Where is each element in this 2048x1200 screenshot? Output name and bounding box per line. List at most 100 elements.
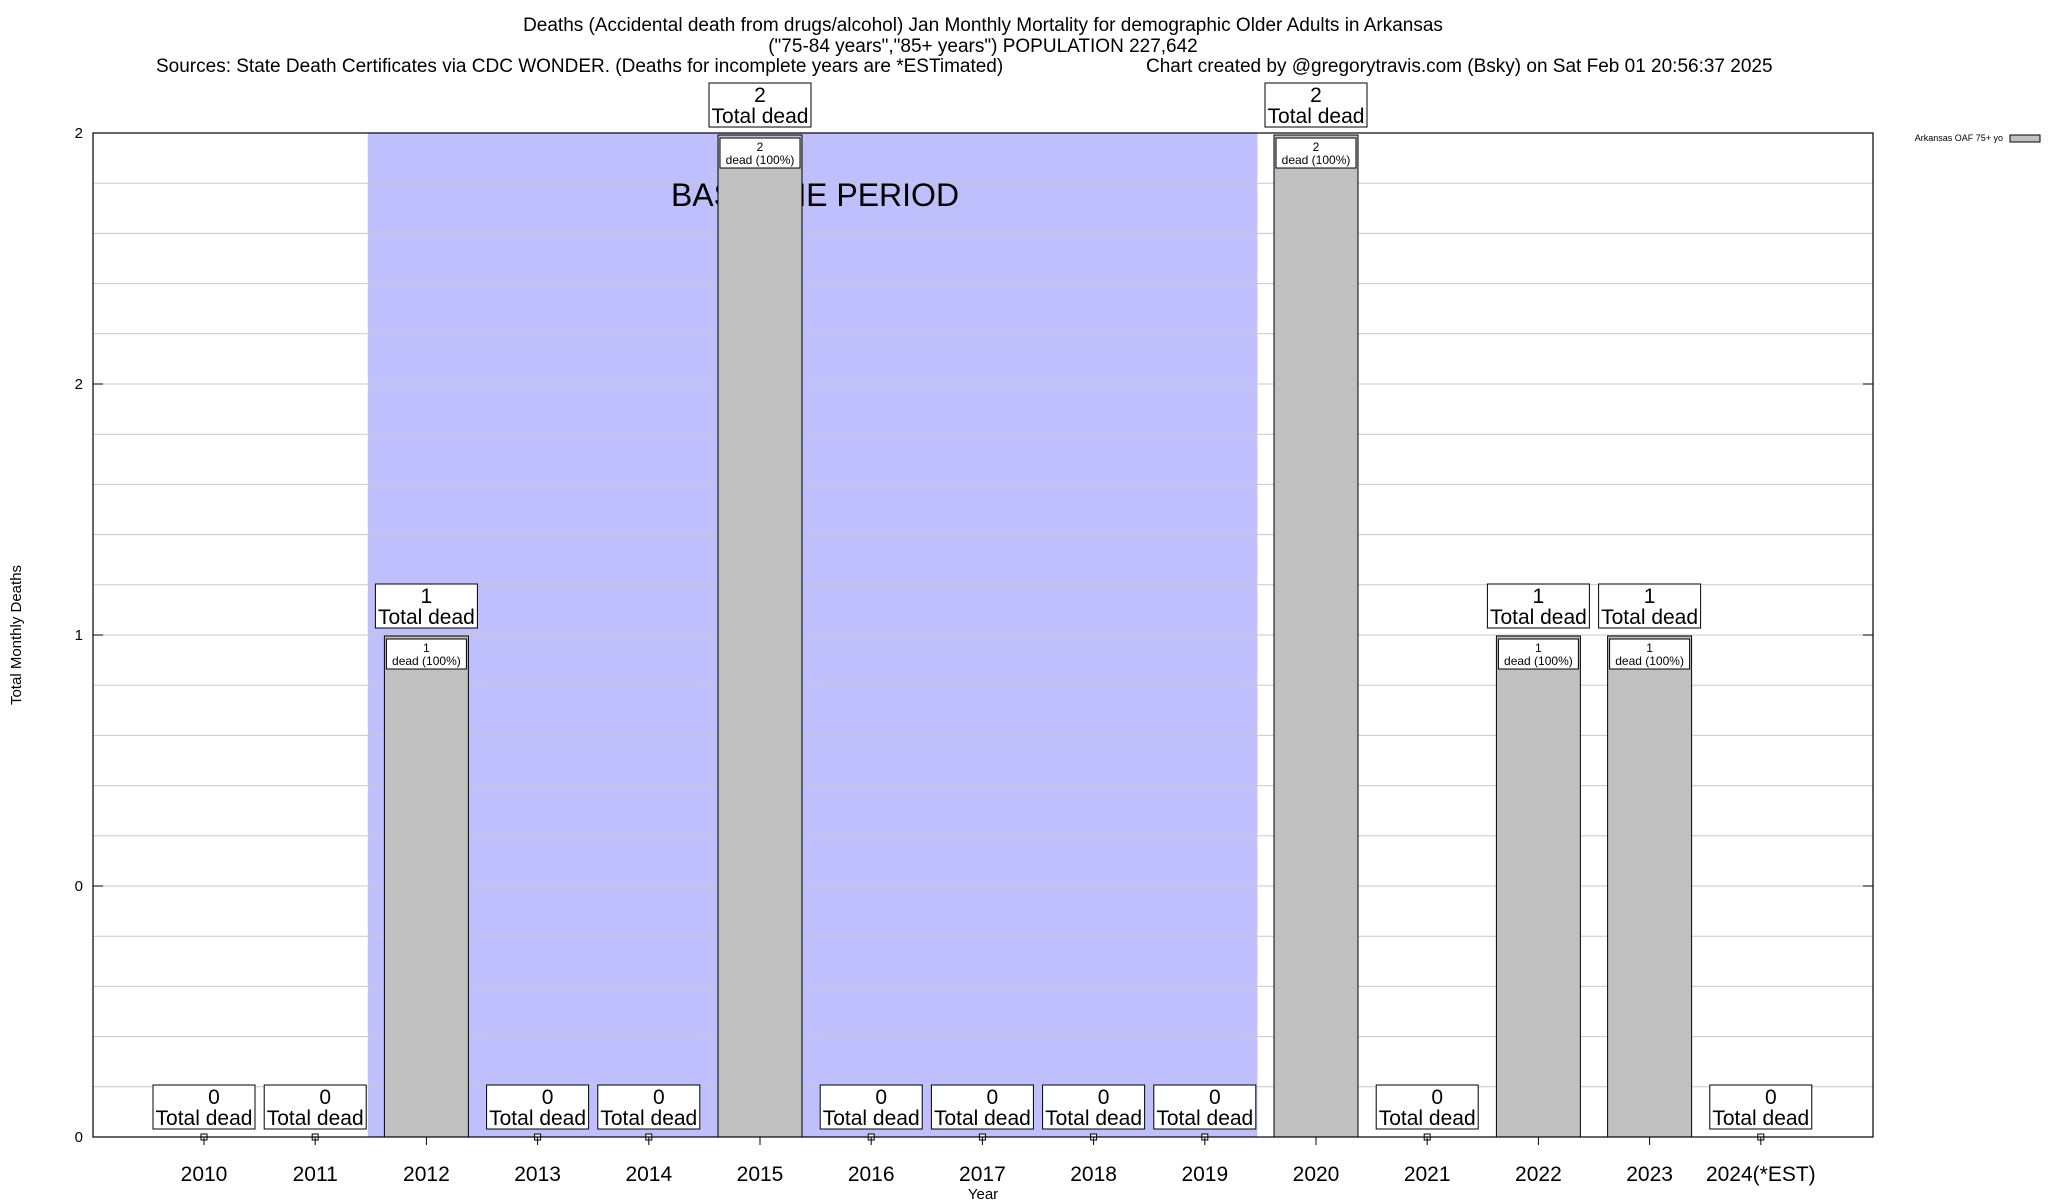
bar-inner-count: 1 [1535,641,1542,655]
total-label-text: Total dead [489,1107,586,1130]
chart-title-group: Deaths (Accidental death from drugs/alco… [156,15,1773,77]
chart-credit: Chart created by @gregorytravis.com (Bsk… [1146,56,1773,77]
bar-inner-count: 1 [423,641,430,655]
bar [1495,635,1581,1138]
total-label-count: 0 [542,1086,554,1109]
bar-inner-label: dead (100%) [1615,654,1684,668]
bars [200,134,1765,1141]
total-label-text: Total dead [1490,606,1587,629]
y-tick-label: 1 [75,627,83,644]
bar-inner-count: 2 [757,140,764,154]
total-label-text: Total dead [1712,1107,1809,1130]
total-label-box [1486,583,1590,629]
total-label-text: Total dead [1601,606,1698,629]
total-label-box [263,1084,367,1130]
total-label-box [597,1084,701,1130]
total-label-text: Total dead [267,1107,364,1130]
bar-inner-label: dead (100%) [392,654,461,668]
total-label-count: 1 [1533,585,1545,608]
total-label-count: 0 [987,1086,999,1109]
total-label-box [819,1084,923,1130]
total-label-count: 0 [1098,1086,1110,1109]
total-label-count: 0 [208,1086,220,1109]
total-label-text: Total dead [1379,1107,1476,1130]
x-tick-label: 2011 [293,1163,338,1186]
x-tick-label: 2021 [1404,1163,1451,1186]
x-tick-label: 2012 [403,1163,450,1186]
x-tick-label: 2015 [737,1163,784,1186]
total-label-text: Total dead [712,105,809,128]
y-tick-label: 0 [75,878,83,895]
total-label-text: Total dead [1045,1107,1142,1130]
baseline-period-label: BASELINE PERIOD [671,177,959,213]
total-label-box [1153,1084,1257,1130]
total-label-box [486,1084,590,1130]
x-tick-label: 2013 [514,1163,561,1186]
x-tick-label: 2023 [1626,1163,1673,1186]
total-label-text: Total dead [600,1107,697,1130]
bar-inner-label-box [1275,137,1357,169]
x-tick-label: 2022 [1515,1163,1562,1186]
y-axis-ticks: 0 0 1 2 2 [75,125,1873,1146]
total-label-count: 2 [1310,84,1322,107]
bar-inner-label-box [1497,638,1579,670]
total-label-text: Total dead [378,606,475,629]
bar-inner-count: 2 [1313,140,1320,154]
y-tick-label: 0 [75,1129,83,1146]
total-label-box [1598,583,1702,629]
legend-swatch [2009,134,2041,143]
total-label-text: Total dead [934,1107,1031,1130]
x-tick-label: 2017 [959,1163,1006,1186]
bar-inner-count: 1 [1646,641,1653,655]
x-axis-ticks: 2010 2011 2012 2013 2014 2015 2016 2017 2018 2019… [181,1137,1816,1186]
bar-inner-label: dead (100%) [726,153,795,167]
y-tick-label: 2 [75,376,83,393]
chart-title: Deaths (Accidental death from drugs/alco… [523,15,1443,36]
total-label-count: 2 [754,84,766,107]
x-tick-label: 2019 [1181,1163,1228,1186]
bar [717,134,803,1138]
total-label-count: 0 [1431,1086,1443,1109]
total-label-text: Total dead [156,1107,253,1130]
total-label-box [1264,82,1368,128]
x-tick-label: 2024(*EST) [1706,1163,1816,1186]
total-label-box [374,583,478,629]
x-tick-label: 2014 [625,1163,672,1186]
total-label-box [708,82,812,128]
legend-label: Arkansas OAF 75+ yo [1915,133,2003,143]
total-label-count: 0 [1209,1086,1221,1109]
bar-inner-label: dead (100%) [1504,654,1573,668]
total-label-count: 0 [319,1086,331,1109]
total-label-box [1709,1084,1813,1130]
total-label-text: Total dead [1156,1107,1253,1130]
total-label-count: 0 [1765,1086,1777,1109]
total-label-count: 0 [653,1086,665,1109]
chart-subtitle: ("75-84 years","85+ years") POPULATION 2… [768,36,1198,57]
y-axis-label: Total Monthly Deaths [8,565,25,705]
bar [1607,635,1693,1138]
legend: Arkansas OAF 75+ yo [1915,133,2041,143]
bar-inner-label-box [1609,638,1691,670]
total-label-count: 1 [421,585,433,608]
x-tick-label: 2020 [1293,1163,1340,1186]
total-label-box [1375,1084,1479,1130]
total-label-text: Total dead [823,1107,920,1130]
total-label-box [1042,1084,1146,1130]
bar [1273,134,1359,1138]
bar [383,635,469,1138]
x-tick-label: 2010 [181,1163,228,1186]
total-label-count: 1 [1644,585,1656,608]
x-tick-label: 2016 [848,1163,895,1186]
total-label-box [152,1084,256,1130]
chart-sources: Sources: State Death Certificates via CD… [156,56,1003,77]
bar-inner-label-box [719,137,801,169]
x-axis-label: Year [968,1186,998,1200]
bar-inner-label: dead (100%) [1282,153,1351,167]
total-label-count: 0 [875,1086,887,1109]
y-tick-label: 2 [75,125,83,142]
total-label-box [930,1084,1034,1130]
x-tick-label: 2018 [1070,1163,1117,1186]
total-label-text: Total dead [1268,105,1365,128]
